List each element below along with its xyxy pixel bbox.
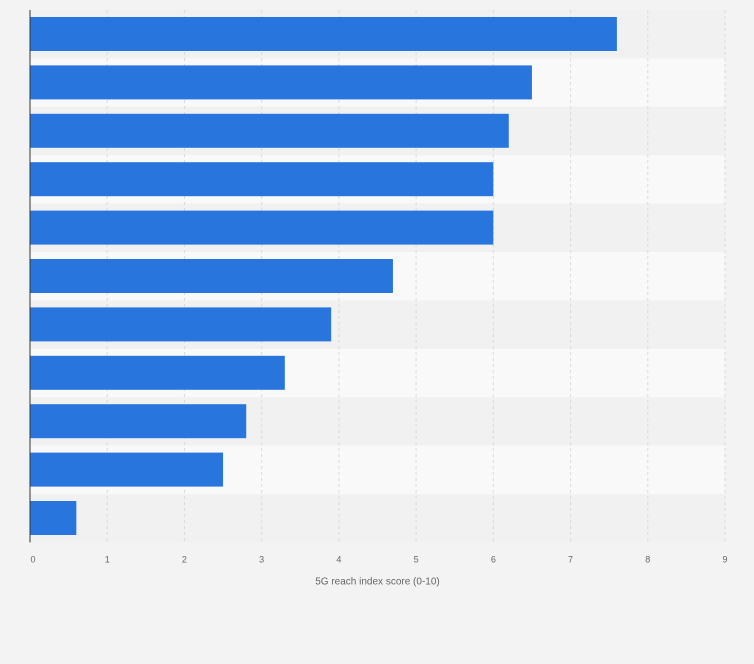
bar[interactable] [30, 355, 285, 390]
bar[interactable] [30, 307, 332, 342]
x-tick-label: 7 [568, 554, 573, 564]
x-tick-labels: 0 1 2 3 4 5 6 7 8 9 [30, 554, 727, 564]
bar[interactable] [30, 65, 532, 100]
bar[interactable] [30, 452, 224, 487]
x-tick-label: 3 [259, 554, 264, 564]
bars [30, 17, 617, 535]
bar[interactable] [30, 17, 617, 51]
x-tick-label: 8 [645, 554, 650, 564]
x-tick-label: 1 [105, 554, 110, 564]
x-axis-title: 5G reach index score (0-10) [315, 576, 440, 587]
x-tick-label: 4 [336, 554, 341, 564]
bar[interactable] [30, 501, 77, 535]
bar[interactable] [30, 162, 494, 197]
x-tick-label: 6 [491, 554, 496, 564]
x-tick-label: 2 [182, 554, 187, 564]
bar[interactable] [30, 113, 509, 148]
bar[interactable] [30, 210, 494, 245]
x-tick-label: 0 [30, 554, 35, 564]
bar[interactable] [30, 404, 247, 439]
x-tick-label: 5 [414, 554, 419, 564]
bar[interactable] [30, 259, 393, 293]
row-band [30, 494, 725, 543]
x-tick-label: 9 [722, 554, 727, 564]
